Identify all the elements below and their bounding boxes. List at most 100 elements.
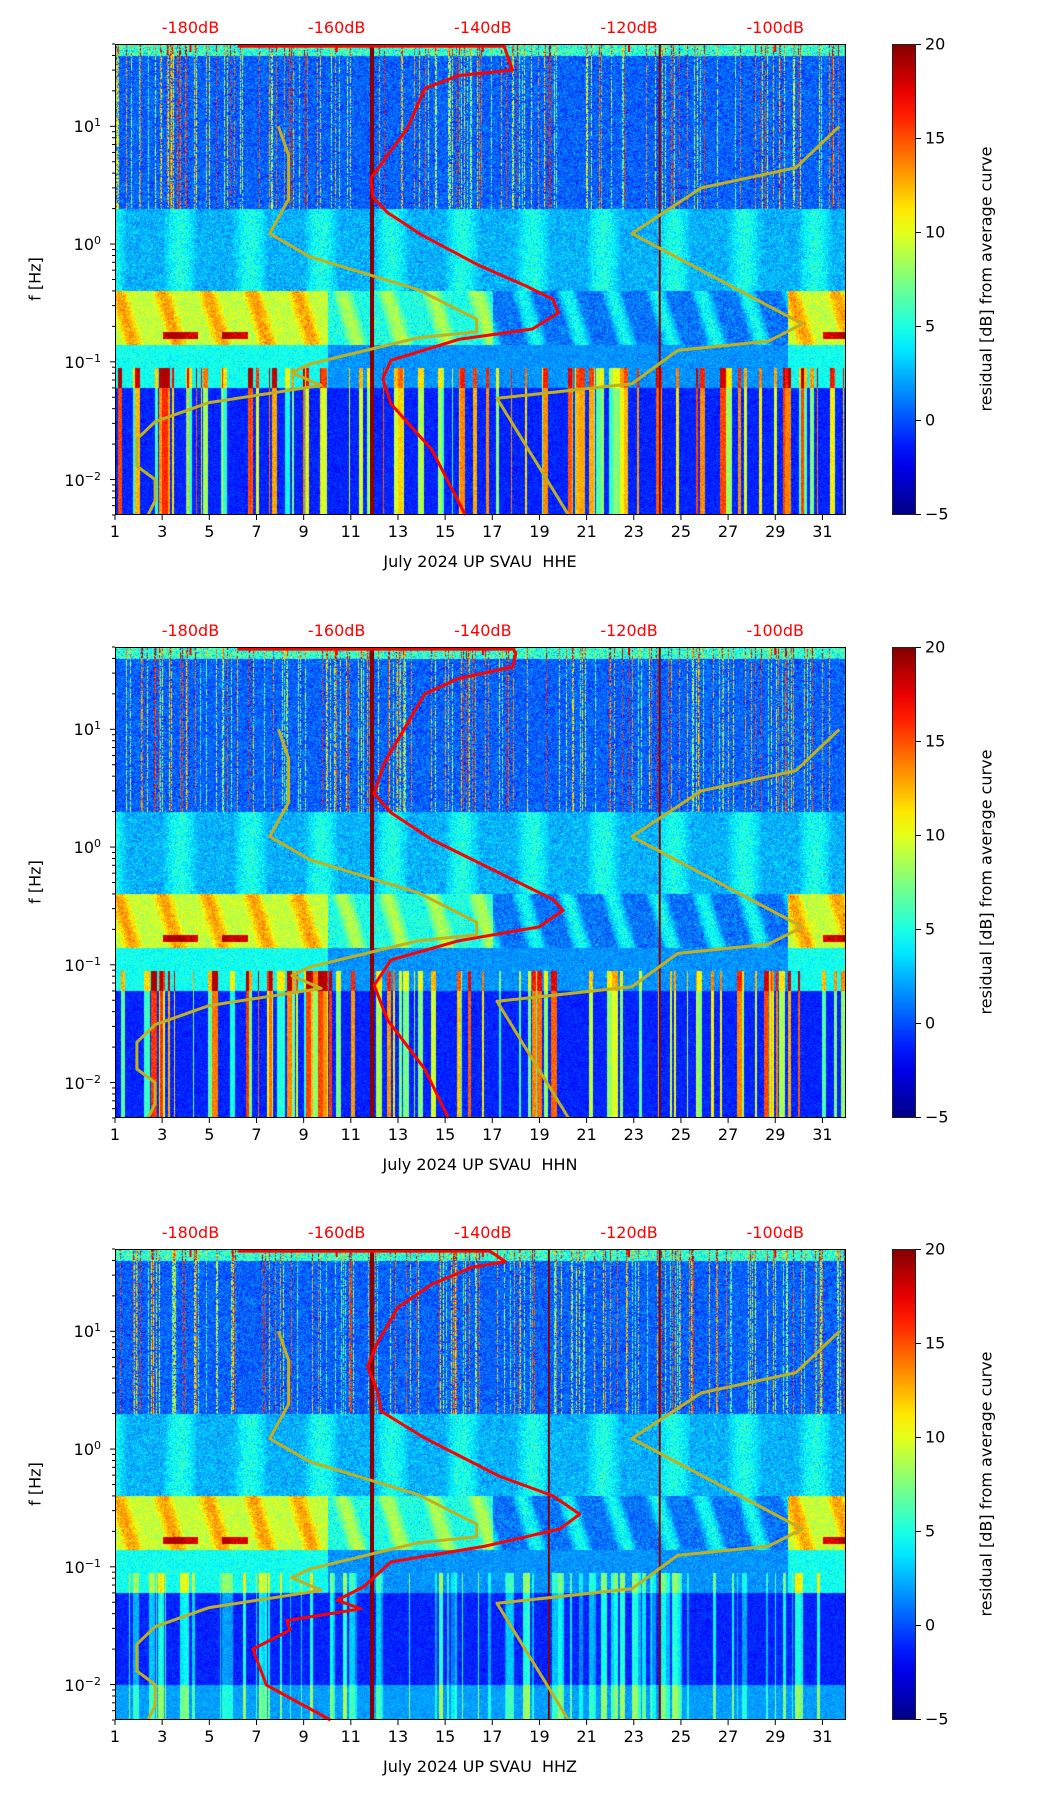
colorbar-tick [916,1437,921,1438]
x-tick-label: 17 [482,1125,503,1144]
x-tick-label: 27 [717,1727,739,1746]
y-axis-label: f [Hz] [25,860,45,904]
y-axis-label: f [Hz] [25,1462,45,1506]
colorbar [892,44,916,515]
colorbar-tick-label: 10 [925,1427,946,1447]
colorbar-tick-label: 5 [925,919,936,939]
top-db-tick-label: -140dB [454,621,512,640]
x-tick-label: 17 [482,522,503,541]
x-tick-label: 25 [670,1125,692,1144]
spectrogram-panel-hhe: f [Hz] July 2024 UP SVAU HHE residual [d… [0,0,1052,603]
x-tick-label: 31 [812,1727,833,1746]
x-tick-label: 7 [251,1727,262,1746]
y-tick-exponent: 0 [94,233,101,247]
y-tick-label: 101 [74,1321,101,1341]
x-tick-label: 31 [812,522,833,541]
x-tick-label: 29 [765,1727,786,1746]
y-tick-base: 10 [64,1073,85,1093]
colorbar [892,647,916,1118]
y-tick-base: 10 [64,352,85,372]
low-noise-model-curve [135,728,479,1119]
colorbar-tick-label: 0 [925,1013,936,1033]
curves-overlay [110,1248,841,1725]
x-tick-label: 19 [529,1727,550,1746]
colorbar-tick-label: 20 [925,1239,946,1259]
y-tick-label: 100 [74,837,101,857]
x-tick-label: 17 [482,1727,503,1746]
y-tick-base: 10 [64,470,85,490]
x-tick-label: 9 [298,1125,309,1144]
y-tick-label: 10−2 [64,1072,101,1092]
colorbar-tick [916,1625,921,1626]
x-tick-label: 23 [623,522,644,541]
y-tick-label: 101 [74,719,101,739]
colorbar-label: residual [dB] from average curve [976,749,996,1015]
y-tick-exponent: 1 [94,719,101,733]
colorbar [892,1249,916,1720]
top-db-tick-label: -100dB [746,18,804,37]
curves-overlay [110,646,841,1123]
plot-area [110,646,846,1123]
x-tick-label: 11 [340,1727,361,1746]
top-db-tick-label: -160dB [307,621,366,640]
x-tick-label: 27 [717,522,739,541]
x-tick-label: 7 [251,522,262,541]
x-tick-label: 11 [340,1125,361,1144]
colorbar-tick-label: −5 [925,504,949,524]
top-db-tick-label: -100dB [746,621,804,640]
spectrogram-image [115,647,846,1118]
colorbar-tick [916,1249,921,1250]
x-tick-label: 13 [387,1125,409,1144]
top-db-tick-label: -180dB [161,18,220,37]
colorbar-tick-label: 0 [925,1615,936,1635]
y-tick-exponent: −1 [84,954,101,968]
colorbar-tick [916,1719,921,1720]
y-axis-label: f [Hz] [25,257,45,301]
x-tick-label: 13 [387,1727,409,1746]
x-tick-label: 31 [812,1125,833,1144]
x-tick-label: 29 [765,1125,786,1144]
y-tick-base: 10 [73,117,94,137]
colorbar-tick-label: 15 [925,1333,946,1353]
colorbar-tick-label: 20 [925,34,946,54]
y-tick-label: 100 [74,234,101,254]
y-tick-base: 10 [73,235,94,255]
y-tick-exponent: 1 [94,1321,101,1335]
y-tick-exponent: 0 [94,836,101,850]
x-tick-label: 7 [251,1125,262,1144]
colorbar-label: residual [dB] from average curve [976,1351,996,1617]
x-tick-label: 1 [109,1125,121,1144]
x-tick-label: 15 [434,522,456,541]
top-db-tick-label: -180dB [161,1223,220,1242]
colorbar-tick [916,741,921,742]
x-tick-label: 23 [623,1125,644,1144]
high-noise-model-curve [495,1330,841,1721]
plot-area [110,43,846,520]
x-tick-label: 21 [576,1125,597,1144]
top-db-tick-label: -160dB [307,1223,366,1242]
x-tick-label: 9 [298,1727,309,1746]
colorbar-tick-label: 15 [925,128,946,148]
top-db-tick-label: -120dB [600,18,658,37]
colorbar-tick [916,1117,921,1118]
colorbar-tick [916,929,921,930]
x-axis-label: July 2024 UP SVAU HHZ [382,1757,578,1776]
colorbar-tick [916,44,921,45]
y-tick-exponent: −2 [84,1072,101,1086]
colorbar-tick [916,138,921,139]
spectrogram-image [115,44,846,515]
spectrogram-panel-hhz: f [Hz] July 2024 UP SVAU HHZ residual [d… [0,1205,1052,1808]
top-db-tick-label: -180dB [161,621,220,640]
colorbar-tick-label: 20 [925,637,946,657]
x-tick-label: 11 [340,522,361,541]
top-db-tick-label: -120dB [600,621,658,640]
colorbar-tick [916,835,921,836]
colorbar-tick [916,232,921,233]
y-tick-base: 10 [64,1675,85,1695]
colorbar-tick [916,1531,921,1532]
top-db-tick-label: -100dB [746,1223,804,1242]
x-tick-label: 5 [204,1727,215,1746]
x-axis-label: July 2024 UP SVAU HHE [383,552,577,571]
y-tick-exponent: −1 [84,1556,101,1570]
x-tick-label: 29 [765,522,786,541]
